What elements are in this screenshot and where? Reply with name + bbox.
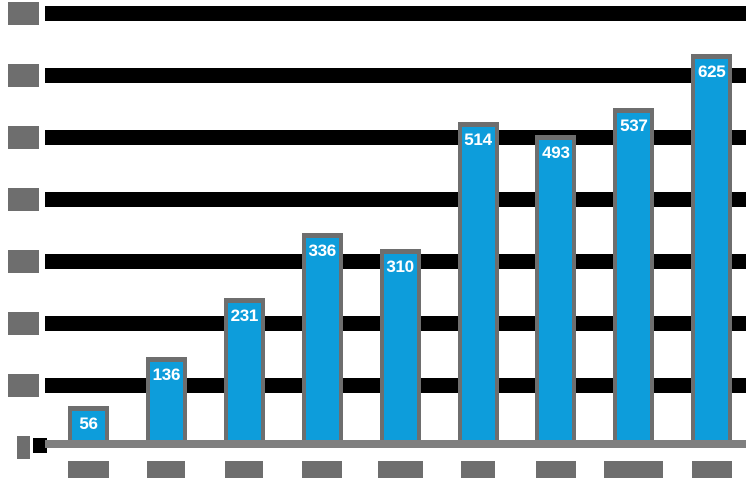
bar: 625 [695,58,729,448]
x-axis-tick-label-box [461,461,495,478]
bar: 514 [461,127,495,448]
y-axis-tick-label-box [8,125,39,149]
bar: 537 [617,113,651,448]
bar-value-label: 537 [620,116,648,136]
bar-value-label: 310 [386,256,414,276]
x-axis-tick-label-box [68,461,109,478]
y-axis-tick-label-box [8,187,39,211]
x-axis-tick-label-box [691,461,732,478]
bar: 310 [383,253,417,448]
bar-value-label: 336 [308,240,336,260]
gridline-band [45,67,746,83]
bar-value-label: 514 [464,130,492,150]
x-axis-tick-label-box [147,461,186,478]
gridline-band [45,5,746,21]
x-axis-line [45,440,746,448]
y-axis-tick-label-box [8,373,39,397]
y-axis-tick-label-box [8,311,39,335]
bar-value-label: 493 [542,143,570,163]
y-axis-tick-label-box [8,1,39,25]
x-axis-tick-label-box [604,461,664,478]
bar-value-label: 625 [697,61,726,81]
bar-value-label: 136 [152,364,181,384]
bar-value-label: 231 [230,305,259,325]
x-axis-tick-label-box [535,461,576,478]
y-axis-tick-label-box [8,63,39,87]
x-axis-band-stub [33,438,47,453]
bar: 493 [539,140,573,448]
bar: 231 [227,302,261,448]
y-axis-tick-label-box [8,249,39,273]
x-axis-tick-label-box [225,461,264,478]
bar: 136 [149,361,183,448]
y-axis-tick-label-box [17,435,30,459]
bar-value-label: 56 [79,414,98,434]
x-axis-tick-label-box [377,461,423,478]
bar: 336 [305,237,339,448]
x-axis-tick-label-box [302,461,343,478]
